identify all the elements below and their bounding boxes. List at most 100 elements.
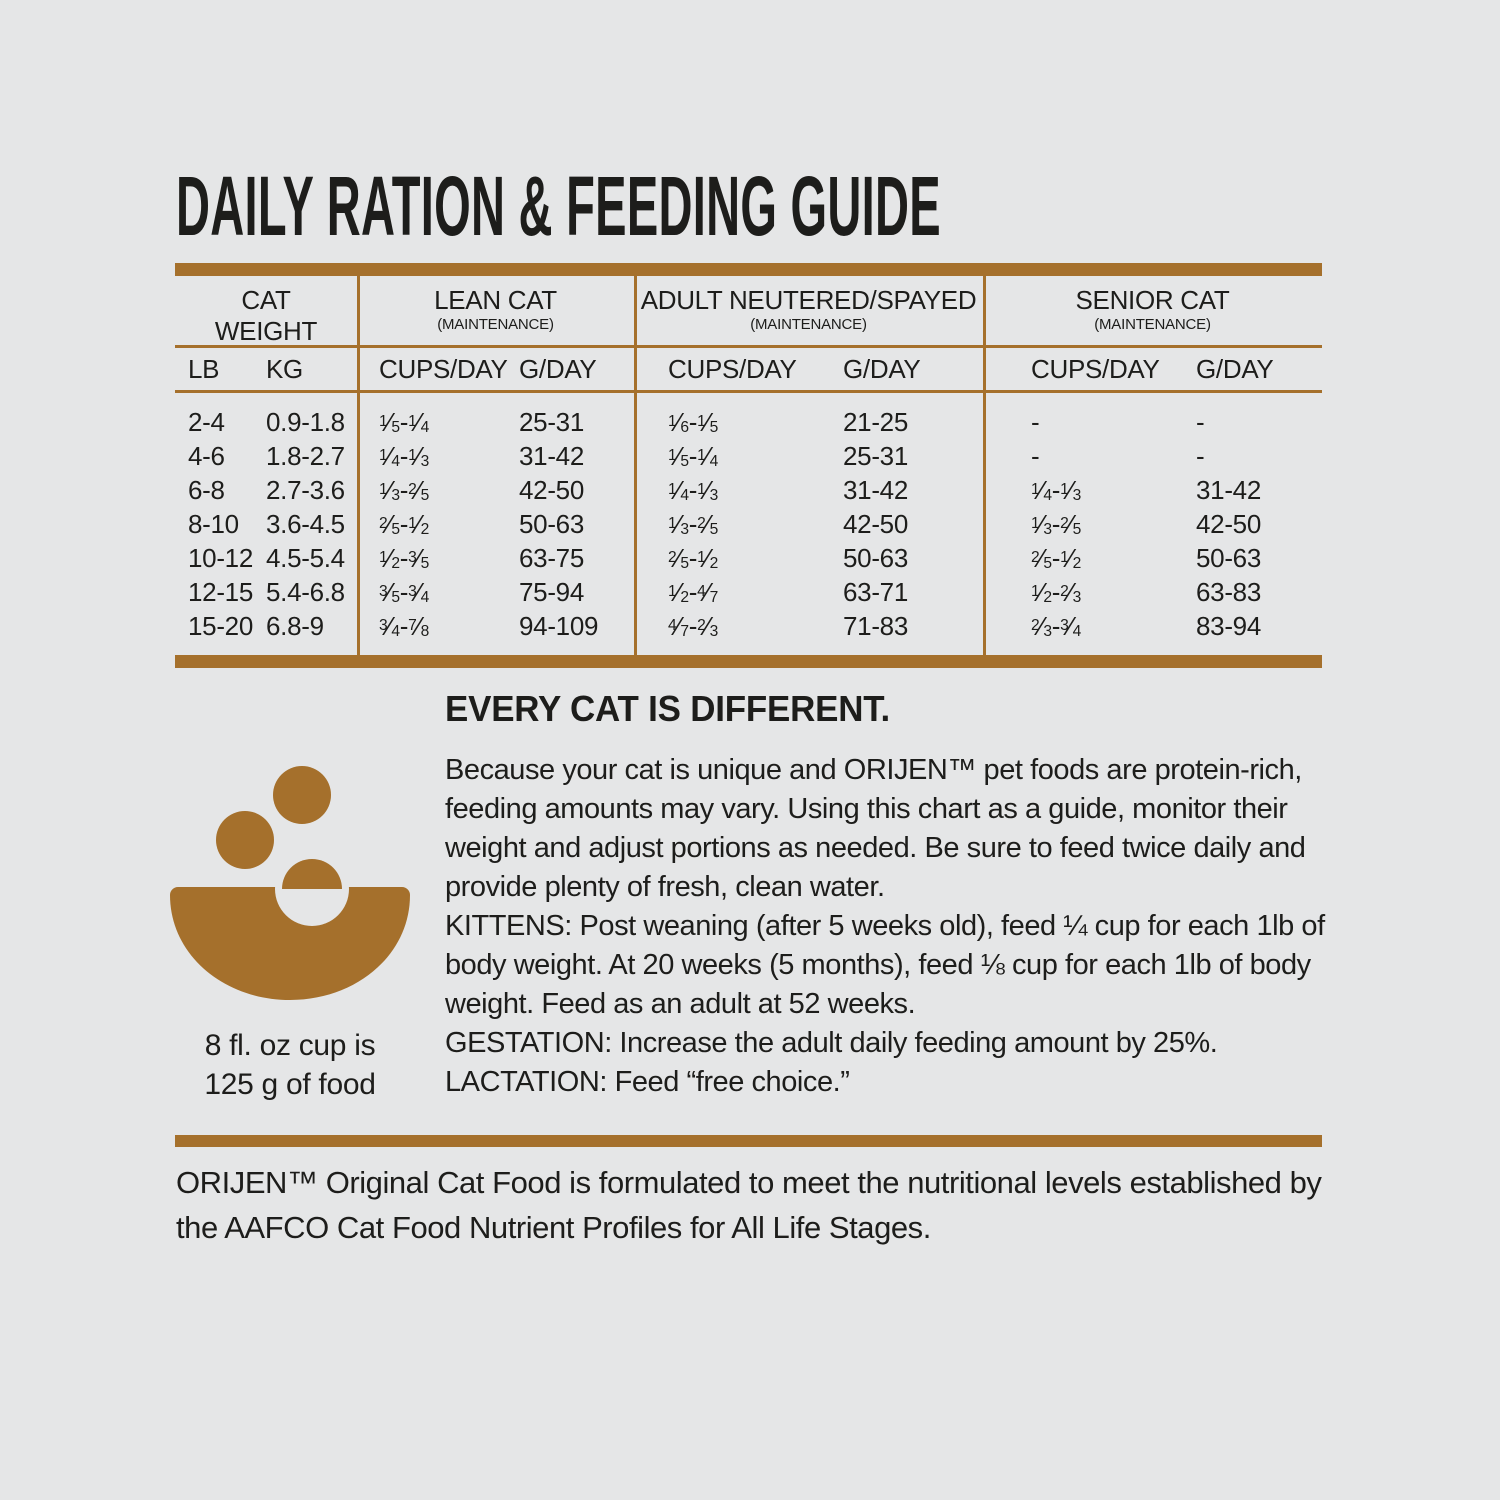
group-sub: (MAINTENANCE) <box>437 316 554 333</box>
cell-senior-cups: 2⁄3-3⁄4 <box>1031 610 1081 641</box>
cell-lb: 2-4 <box>188 406 225 437</box>
cup-note: 8 fl. oz cup is 125 g of food <box>150 1026 430 1104</box>
cell-lean-cups: 3⁄5-3⁄4 <box>379 576 429 607</box>
group-header-lean-cat: LEAN CAT (MAINTENANCE) <box>357 276 634 347</box>
cell-adult-g: 21-25 <box>843 406 908 437</box>
cell-lb: 12-15 <box>188 576 253 607</box>
cell-adult-g: 25-31 <box>843 440 908 471</box>
cell-lean-g: 50-63 <box>519 508 584 539</box>
cell-lean-g: 75-94 <box>519 576 584 607</box>
group-label: CAT WEIGHT <box>214 285 318 346</box>
table-column-header-row: LB KG CUPS/DAY G/DAY CUPS/DAY G/DAY CUPS… <box>175 348 1322 390</box>
info-paragraph-lactation: LACTATION: Feed “free choice.” <box>445 1066 850 1098</box>
column-header-lb: LB <box>188 353 220 384</box>
cell-senior-g: 42-50 <box>1196 508 1261 539</box>
feeding-table: CAT WEIGHT LEAN CAT (MAINTENANCE) ADULT … <box>175 263 1322 668</box>
table-divider <box>357 276 360 655</box>
column-header-senior-cups: CUPS/DAY <box>1031 353 1160 384</box>
group-label: SENIOR CAT <box>1075 285 1230 315</box>
cell-adult-cups: 1⁄2-4⁄7 <box>668 576 718 607</box>
cell-senior-g: 63-83 <box>1196 576 1261 607</box>
group-sub: (MAINTENANCE) <box>750 316 867 333</box>
cell-kg: 1.8-2.7 <box>266 440 345 471</box>
cell-kg: 5.4-6.8 <box>266 576 345 607</box>
cell-senior-cups: 1⁄4-1⁄3 <box>1031 474 1081 505</box>
cell-lean-g: 94-109 <box>519 610 599 641</box>
cell-senior-g: 83-94 <box>1196 610 1261 641</box>
group-label: LEAN CAT <box>434 285 557 315</box>
group-header-adult-neutered: ADULT NEUTERED/SPAYED (MAINTENANCE) <box>634 276 983 347</box>
cell-lean-cups: 1⁄5-1⁄4 <box>379 406 429 437</box>
info-paragraph-kittens: KITTENS: Post weaning (after 5 weeks old… <box>445 910 1325 1020</box>
cell-adult-cups: 1⁄5-1⁄4 <box>668 440 718 471</box>
cell-lb: 6-8 <box>188 474 225 505</box>
info-section: EVERY CAT IS DIFFERENT. Because your cat… <box>445 688 1350 1102</box>
cell-kg: 6.8-9 <box>266 610 324 641</box>
cell-senior-cups: 2⁄5-1⁄2 <box>1031 542 1081 573</box>
cell-lean-g: 63-75 <box>519 542 584 573</box>
table-divider <box>983 276 986 655</box>
cell-senior-cups: 1⁄2-2⁄3 <box>1031 576 1081 607</box>
table-inner-rule <box>175 345 1322 348</box>
cell-senior-cups: - <box>1031 440 1040 471</box>
cell-lean-cups: 1⁄2-3⁄5 <box>379 542 429 573</box>
cell-lean-g: 42-50 <box>519 474 584 505</box>
info-paragraph-general: Because your cat is unique and ORIJEN™ p… <box>445 754 1306 903</box>
cell-senior-cups: 1⁄3-2⁄5 <box>1031 508 1081 539</box>
cell-senior-g: - <box>1196 406 1205 437</box>
footer-rule <box>175 1135 1322 1147</box>
cell-lb: 10-12 <box>188 542 253 573</box>
table-row: 2-4 0.9-1.8 1⁄5-1⁄4 25-31 1⁄6-1⁄5 21-25 … <box>175 405 1322 439</box>
column-header-adult-cups: CUPS/DAY <box>668 353 797 384</box>
cell-kg: 0.9-1.8 <box>266 406 345 437</box>
cell-lean-g: 31-42 <box>519 440 584 471</box>
cell-adult-cups: 1⁄4-1⁄3 <box>668 474 718 505</box>
column-header-adult-g: G/DAY <box>843 353 921 384</box>
cell-lb: 4-6 <box>188 440 225 471</box>
cup-note-line1: 8 fl. oz cup is <box>204 1029 376 1062</box>
cup-note-line2: 125 g of food <box>204 1068 376 1101</box>
cell-kg: 3.6-4.5 <box>266 508 345 539</box>
table-inner-rule <box>175 390 1322 393</box>
cell-kg: 4.5-5.4 <box>266 542 345 573</box>
cell-adult-cups: 1⁄6-1⁄5 <box>668 406 718 437</box>
table-row: 6-8 2.7-3.6 1⁄3-2⁄5 42-50 1⁄4-1⁄3 31-42 … <box>175 473 1322 507</box>
cell-adult-g: 63-71 <box>843 576 908 607</box>
group-header-senior-cat: SENIOR CAT (MAINTENANCE) <box>983 276 1322 347</box>
table-group-header-row: CAT WEIGHT LEAN CAT (MAINTENANCE) ADULT … <box>175 276 1322 347</box>
cell-lb: 8-10 <box>188 508 239 539</box>
group-header-cat-weight: CAT WEIGHT <box>175 276 357 347</box>
cell-adult-g: 71-83 <box>843 610 908 641</box>
cell-adult-cups: 1⁄3-2⁄5 <box>668 508 718 539</box>
cell-adult-g: 31-42 <box>843 474 908 505</box>
table-row: 10-12 4.5-5.4 1⁄2-3⁄5 63-75 2⁄5-1⁄2 50-6… <box>175 541 1322 575</box>
cell-adult-g: 50-63 <box>843 542 908 573</box>
table-divider <box>634 276 637 655</box>
table-row: 12-15 5.4-6.8 3⁄5-3⁄4 75-94 1⁄2-4⁄7 63-7… <box>175 575 1322 609</box>
column-header-kg: KG <box>266 353 303 384</box>
page-title: DAILY RATION & FEEDING GUIDE <box>176 159 941 253</box>
table-body: 2-4 0.9-1.8 1⁄5-1⁄4 25-31 1⁄6-1⁄5 21-25 … <box>175 393 1322 643</box>
group-label: ADULT NEUTERED/SPAYED <box>640 285 977 315</box>
cell-adult-cups: 4⁄7-2⁄3 <box>668 610 718 641</box>
info-paragraph-gestation: GESTATION: Increase the adult daily feed… <box>445 1027 1218 1059</box>
cell-lb: 15-20 <box>188 610 253 641</box>
column-header-lean-g: G/DAY <box>519 353 597 384</box>
group-sub: (MAINTENANCE) <box>1094 316 1211 333</box>
cell-lean-cups: 2⁄5-1⁄2 <box>379 508 429 539</box>
footer-note: ORIJEN™ Original Cat Food is formulated … <box>176 1165 1322 1245</box>
cell-lean-cups: 3⁄4-7⁄8 <box>379 610 429 641</box>
cell-senior-g: 31-42 <box>1196 474 1261 505</box>
table-row: 8-10 3.6-4.5 2⁄5-1⁄2 50-63 1⁄3-2⁄5 42-50… <box>175 507 1322 541</box>
column-header-senior-g: G/DAY <box>1196 353 1274 384</box>
cell-adult-cups: 2⁄5-1⁄2 <box>668 542 718 573</box>
cell-lean-g: 25-31 <box>519 406 584 437</box>
table-top-rule <box>175 263 1322 276</box>
column-header-lean-cups: CUPS/DAY <box>379 353 508 384</box>
food-bowl-icon <box>170 766 410 1000</box>
table-bottom-rule <box>175 655 1322 668</box>
table-row: 15-20 6.8-9 3⁄4-7⁄8 94-109 4⁄7-2⁄3 71-83… <box>175 609 1322 643</box>
table-row: 4-6 1.8-2.7 1⁄4-1⁄3 31-42 1⁄5-1⁄4 25-31 … <box>175 439 1322 473</box>
info-heading: EVERY CAT IS DIFFERENT. <box>445 688 891 729</box>
